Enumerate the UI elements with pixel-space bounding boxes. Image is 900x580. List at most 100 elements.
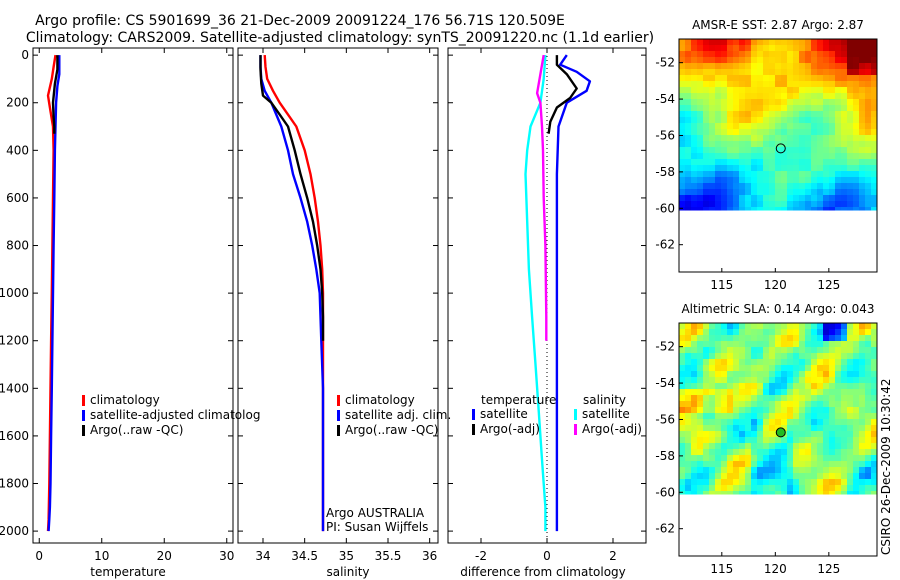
map-cell (787, 93, 794, 100)
map-cell (679, 485, 686, 492)
map-cell (751, 153, 758, 160)
map-cell (829, 123, 836, 130)
plot-frame (32, 47, 234, 544)
map-cell (733, 99, 740, 106)
map-cell (775, 123, 782, 130)
map-cell (715, 177, 722, 184)
map-cell (847, 347, 854, 354)
map-cell (847, 45, 854, 52)
map-cell (691, 141, 698, 148)
map-cell (847, 401, 854, 408)
map-cell (823, 395, 830, 402)
map-cell (805, 201, 812, 208)
map-cell (811, 371, 818, 378)
map-cell (835, 323, 842, 330)
map-cell (763, 183, 770, 190)
map-cell (829, 479, 836, 486)
map-cell (829, 189, 836, 196)
map-cell (703, 431, 710, 438)
map-cell (727, 491, 734, 495)
map-cell (859, 461, 866, 468)
map-cell (745, 159, 752, 166)
map-cell (691, 485, 698, 492)
map-cell (703, 135, 710, 142)
map-cell (859, 147, 866, 154)
map-cell (709, 389, 716, 396)
map-cell (763, 455, 770, 462)
map-cell (835, 93, 842, 100)
y-tick-label: 2000 (0, 524, 29, 538)
map-cell (751, 377, 758, 384)
map-cell (865, 419, 872, 426)
map-cell (727, 449, 734, 456)
map-cell (679, 341, 686, 348)
map-cell (769, 467, 776, 474)
map-cell (751, 485, 758, 492)
map-cell (817, 419, 824, 426)
map-y-tick-label: -62 (655, 522, 675, 536)
map-cell (721, 99, 728, 106)
map-cell (841, 153, 848, 160)
map-cell (847, 449, 854, 456)
map-cell (733, 105, 740, 112)
map-cell (769, 147, 776, 154)
map-y-tick-label: -58 (655, 449, 675, 463)
map-cell (745, 437, 752, 444)
map-cell (835, 165, 842, 172)
map-cell (685, 111, 692, 118)
map-cell (727, 353, 734, 360)
x-tick-label: 34.5 (291, 549, 318, 563)
map-cell (745, 171, 752, 178)
map-cell (709, 171, 716, 178)
map-cell (775, 491, 782, 495)
map-cell (709, 111, 716, 118)
map-cell (739, 183, 746, 190)
map-cell (811, 431, 818, 438)
map-cell (781, 105, 788, 112)
map-cell (799, 105, 806, 112)
map-cell (703, 359, 710, 366)
map-cell (811, 135, 818, 142)
map-cell (793, 201, 800, 208)
map-cell (871, 455, 878, 462)
map-cell (775, 51, 782, 58)
map-cell (859, 365, 866, 372)
map-cell (691, 347, 698, 354)
map-cell (853, 413, 860, 420)
map-cell (811, 177, 818, 184)
map-cell (829, 39, 836, 46)
map-cell (835, 141, 842, 148)
map-cell (805, 63, 812, 70)
map-cell (721, 479, 728, 486)
map-cell (751, 479, 758, 486)
map-cell (817, 75, 824, 82)
map-cell (859, 389, 866, 396)
map-cell (805, 51, 812, 58)
x-tick-label: 34 (255, 549, 270, 563)
map-cell (799, 401, 806, 408)
map-cell (859, 93, 866, 100)
map-cell (835, 455, 842, 462)
map-cell (793, 425, 800, 432)
map-cell (829, 473, 836, 480)
map-cell (739, 389, 746, 396)
map-cell (775, 99, 782, 106)
map-cell (763, 449, 770, 456)
map-cell (685, 69, 692, 76)
map-cell (757, 341, 764, 348)
map-cell (685, 443, 692, 450)
map-cell (781, 93, 788, 100)
map-cell (757, 377, 764, 384)
map-cell (745, 413, 752, 420)
map-cell (757, 413, 764, 420)
map-cell (865, 129, 872, 136)
map-cell (865, 491, 872, 495)
map-cell (763, 473, 770, 480)
map-cell (829, 51, 836, 58)
map-cell (793, 449, 800, 456)
map-cell (859, 45, 866, 52)
map-cell (775, 473, 782, 480)
map-cell (793, 147, 800, 154)
map-cell (793, 141, 800, 148)
map-cell (841, 389, 848, 396)
